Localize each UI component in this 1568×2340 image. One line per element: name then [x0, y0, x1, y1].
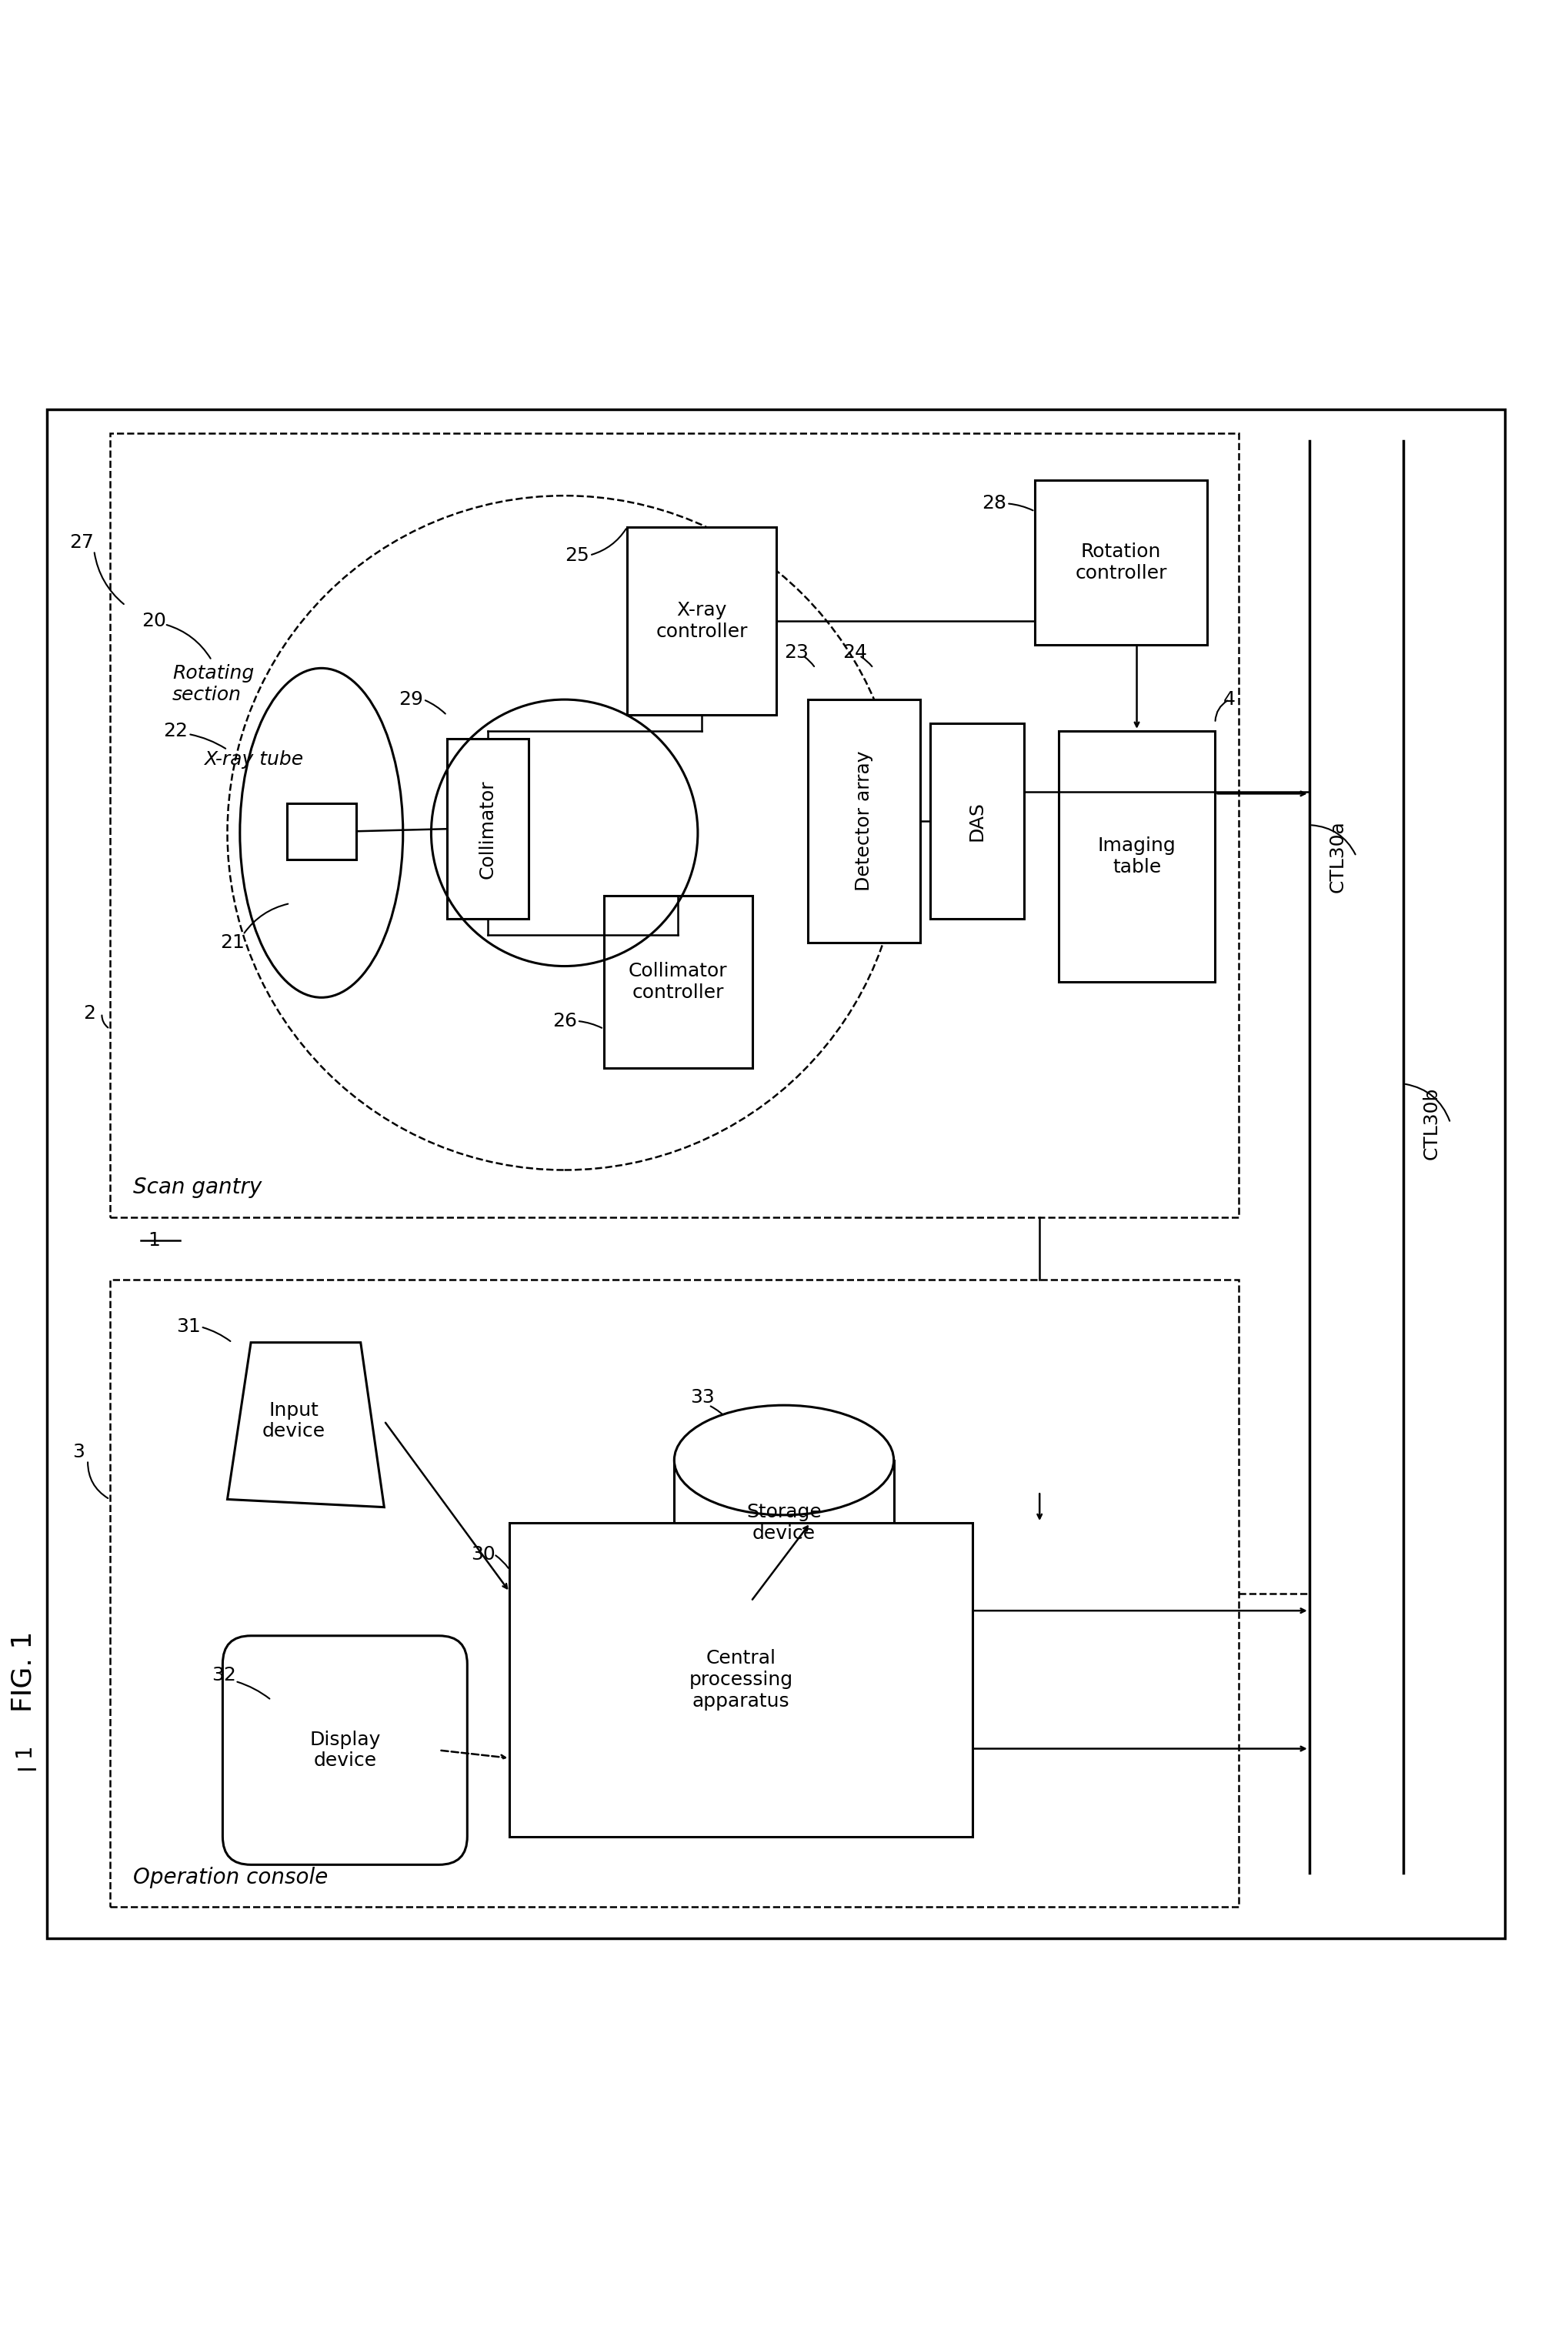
Text: 20: 20: [141, 611, 166, 629]
Text: 21: 21: [220, 934, 245, 952]
Text: 1: 1: [13, 1743, 34, 1757]
Text: FIG. 1: FIG. 1: [11, 1631, 36, 1713]
Text: 30: 30: [470, 1544, 495, 1563]
Bar: [510, 1523, 972, 1837]
Text: 24: 24: [842, 644, 867, 662]
Text: 4: 4: [1223, 690, 1236, 709]
Text: 29: 29: [398, 690, 423, 709]
Bar: [627, 526, 776, 716]
Text: 33: 33: [690, 1388, 715, 1406]
Text: Detector array: Detector array: [855, 751, 873, 892]
Bar: [1035, 480, 1207, 644]
Text: CTL30b: CTL30b: [1422, 1086, 1441, 1158]
Text: 2: 2: [83, 1004, 96, 1023]
Text: 28: 28: [982, 494, 1007, 512]
Text: 27: 27: [69, 534, 94, 552]
FancyBboxPatch shape: [223, 1636, 467, 1865]
Text: X-ray tube: X-ray tube: [204, 749, 303, 768]
Bar: [447, 739, 528, 920]
Bar: [287, 803, 356, 859]
Text: 22: 22: [163, 721, 188, 739]
Text: Rotation
controller: Rotation controller: [1076, 543, 1167, 583]
Text: DAS: DAS: [967, 800, 986, 840]
Text: 25: 25: [564, 545, 590, 564]
Text: Scan gantry: Scan gantry: [133, 1177, 262, 1198]
Text: 31: 31: [176, 1317, 201, 1336]
Text: Collimator
controller: Collimator controller: [629, 962, 728, 1002]
Ellipse shape: [674, 1547, 894, 1657]
Bar: [930, 723, 1024, 920]
Bar: [808, 700, 920, 943]
Text: 32: 32: [212, 1666, 237, 1685]
Text: X-ray
controller: X-ray controller: [655, 601, 748, 641]
Text: CTL30a: CTL30a: [1328, 821, 1347, 892]
Text: Rotating
section: Rotating section: [172, 665, 254, 704]
Bar: [674, 1460, 894, 1601]
Text: 26: 26: [552, 1011, 577, 1030]
Text: Display
device: Display device: [309, 1729, 381, 1769]
Text: Storage
device: Storage device: [746, 1502, 822, 1542]
Text: 23: 23: [784, 644, 809, 662]
Text: Collimator: Collimator: [478, 779, 497, 878]
Bar: [1058, 730, 1215, 983]
Text: Input
device: Input device: [262, 1402, 326, 1441]
Text: 3: 3: [72, 1444, 85, 1462]
Bar: [604, 896, 753, 1067]
Text: Operation console: Operation console: [133, 1867, 328, 1888]
Text: Central
processing
apparatus: Central processing apparatus: [688, 1650, 793, 1711]
Text: Imaging
table: Imaging table: [1098, 835, 1176, 875]
Text: 1: 1: [147, 1231, 160, 1250]
Ellipse shape: [674, 1406, 894, 1514]
Bar: [110, 1280, 1239, 1907]
Bar: [110, 433, 1239, 1217]
